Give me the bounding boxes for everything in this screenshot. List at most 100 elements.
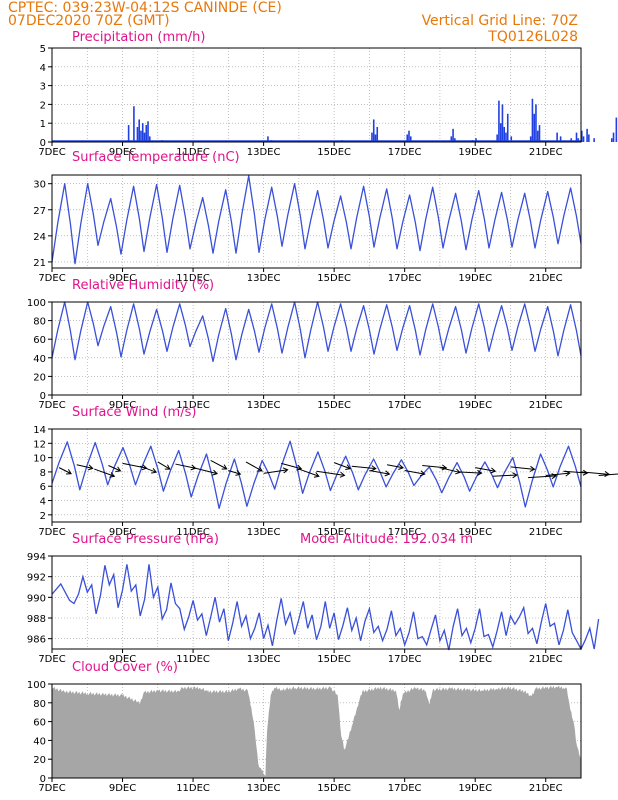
y-tick-label: 986	[27, 635, 46, 646]
wind-arrowhead	[313, 472, 320, 478]
x-tick-label: 19DEC	[458, 783, 492, 794]
rh-series-line	[51, 301, 582, 363]
panel-title: Surface Pressure (hPa)	[72, 532, 219, 547]
x-tick-label: 17DEC	[388, 147, 422, 158]
x-tick-label: 7DEC	[38, 400, 65, 411]
panel-frame	[51, 428, 582, 523]
wind-arrowhead	[384, 470, 391, 477]
y-tick-label: 21	[33, 258, 46, 269]
y-tick-label: 0	[40, 138, 46, 149]
wind-arrowhead	[296, 464, 303, 471]
wind-arrowhead	[212, 469, 219, 476]
x-tick-label: 9DEC	[109, 147, 136, 158]
precip-bar	[499, 123, 502, 142]
wind-vector	[422, 464, 447, 469]
wind-vector	[580, 471, 610, 475]
precip-bar	[570, 138, 573, 142]
y-tick-label: 27	[33, 206, 46, 217]
precip-bar	[141, 123, 144, 142]
x-tick-label: 17DEC	[388, 400, 422, 411]
y-tick-label: 990	[27, 593, 46, 604]
y-tick-label: 60	[33, 718, 46, 729]
wind-series-line	[51, 440, 582, 510]
precip-bar	[408, 130, 410, 142]
wind-vector	[351, 465, 376, 470]
precip-bar	[374, 134, 377, 142]
x-tick-label: 11DEC	[176, 400, 210, 411]
wind-vector	[228, 470, 241, 475]
x-tick-label: 13DEC	[247, 273, 281, 284]
wind-vector	[108, 465, 121, 472]
y-tick-label: 20	[33, 755, 46, 766]
y-tick-label: 5	[40, 44, 46, 55]
wind-arrowhead	[476, 469, 483, 476]
precip-bar	[582, 136, 585, 142]
y-tick-label: 40	[33, 736, 46, 747]
panel-precip: 0 1 2 3 4 5 7DEC 9DEC 11DEC 13DEC 15DEC 17DEC 19DEC 2…	[38, 30, 618, 158]
precip-bar	[145, 125, 148, 142]
panel-title: Cloud Cover (%)	[72, 660, 178, 675]
x-tick-label: 13DEC	[247, 527, 281, 538]
y-tick-label: 100	[27, 680, 46, 691]
wind-vector	[316, 470, 345, 476]
precip-bar	[538, 125, 541, 142]
wind-vector	[598, 473, 618, 476]
panel-frame	[51, 47, 582, 143]
x-tick-label: 13DEC	[247, 400, 281, 411]
wind-arrowhead	[512, 472, 518, 479]
precip-bar	[506, 113, 509, 142]
wind-arrowhead	[66, 469, 72, 475]
x-tick-label: 11DEC	[176, 783, 210, 794]
y-tick-label: 14	[33, 425, 46, 436]
y-tick-label: 3	[40, 82, 46, 93]
precip-bar	[371, 132, 373, 142]
wind-arrowhead	[441, 464, 448, 471]
x-tick-label: 17DEC	[388, 273, 422, 284]
wind-vector	[58, 467, 72, 475]
wind-vector	[492, 474, 517, 477]
precip-bar	[612, 132, 615, 142]
x-tick-label: 19DEC	[458, 527, 492, 538]
precip-bar	[409, 136, 412, 142]
precip-bar	[136, 126, 139, 142]
x-tick-label: 19DEC	[458, 654, 492, 665]
x-tick-label: 15DEC	[317, 400, 351, 411]
wind-arrowhead	[398, 464, 404, 470]
y-tick-label: 1	[40, 119, 46, 130]
wind-arrowhead	[490, 467, 497, 474]
wind-vector	[192, 467, 218, 475]
x-tick-label: 21DEC	[529, 273, 563, 284]
precip-bar	[450, 136, 453, 142]
x-tick-label: 11DEC	[176, 273, 210, 284]
precip-bar	[138, 119, 141, 142]
x-tick-label: 9DEC	[109, 654, 136, 665]
wind-arrowhead	[221, 464, 228, 470]
precip-bar	[372, 119, 375, 142]
panel-frame	[51, 683, 582, 779]
precip-bar	[267, 136, 269, 142]
wind-vector	[510, 466, 535, 470]
wind-vector	[281, 462, 302, 470]
x-tick-label: 7DEC	[38, 783, 65, 794]
x-tick-label: 9DEC	[109, 783, 136, 794]
wind-vector	[386, 464, 404, 469]
panel-frame	[51, 174, 582, 269]
wind-vector	[210, 460, 227, 470]
precip-bar	[454, 138, 456, 142]
precip-bar	[498, 100, 500, 142]
precip-bar	[615, 117, 618, 142]
panel-frame	[51, 555, 582, 650]
wind-arrowhead	[164, 464, 171, 470]
y-tick-label: 988	[27, 614, 46, 625]
precip-bar	[505, 132, 507, 142]
panel-title: Relative Humidity (%)	[72, 278, 214, 293]
panel-rh: 0 20 40 60 80 100 7DEC 9DEC 11DEC 13DEC 15DEC 17DEC…	[27, 278, 582, 411]
header-model-code: TQ0126L028	[487, 29, 578, 45]
wind-vector	[439, 467, 461, 473]
y-tick-label: 992	[27, 573, 46, 584]
y-tick-label: 30	[33, 180, 46, 191]
x-tick-label: 7DEC	[38, 527, 65, 538]
wind-vector	[475, 467, 496, 472]
x-tick-label: 17DEC	[388, 783, 422, 794]
